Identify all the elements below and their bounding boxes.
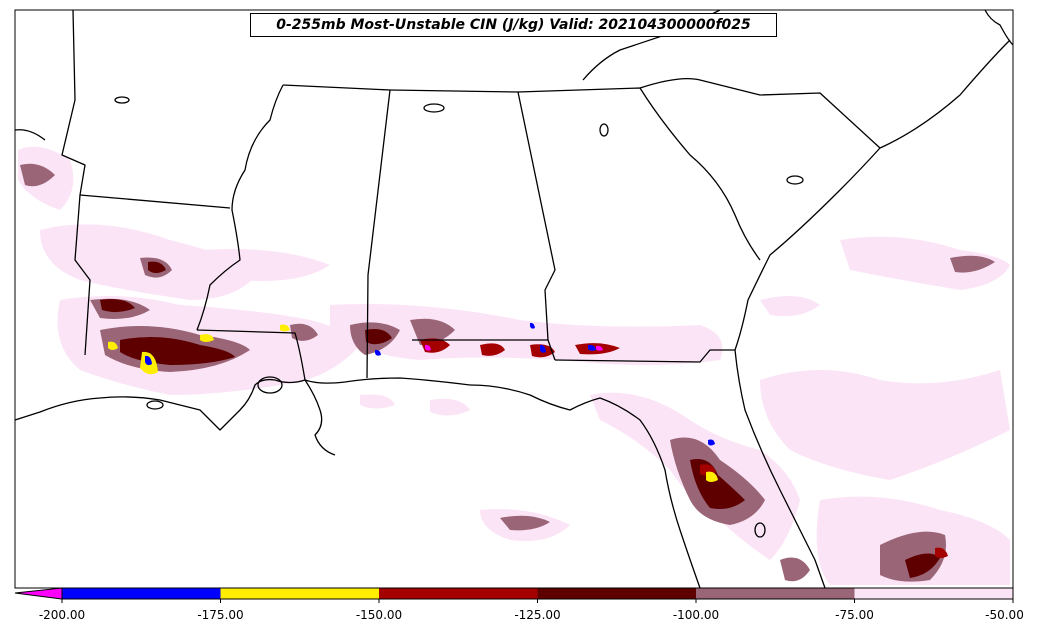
coastlines-and-borders [14,9,1014,589]
colorbar-tick-label: -100.00 [672,608,720,622]
colorbar-bin-3 [537,588,696,599]
colorbar-bin-4 [696,588,855,599]
cin-blue-areas [145,322,715,446]
colorbar [14,587,1014,603]
colorbar-tick-label: -50.00 [985,608,1024,622]
colorbar-tick-label: -150.00 [355,608,403,622]
colorbar-tick-label: -125.00 [514,608,561,622]
map-frame [14,9,1014,589]
colorbar-bin-2 [379,588,538,599]
cin-magenta-areas [425,344,603,351]
colorbar-bin-0 [62,588,221,599]
colorbar-tick-label: -75.00 [835,608,874,622]
colorbar-under-extension [14,587,63,600]
colorbar-bin-1 [220,588,379,599]
map-title: 0-255mb Most-Unstable CIN (J/kg) Valid: … [250,13,777,37]
colorbar-bin-5 [854,588,1013,599]
colorbar-tick-label: -200.00 [38,608,86,622]
colorbar-tick-label: -175.00 [197,608,244,622]
